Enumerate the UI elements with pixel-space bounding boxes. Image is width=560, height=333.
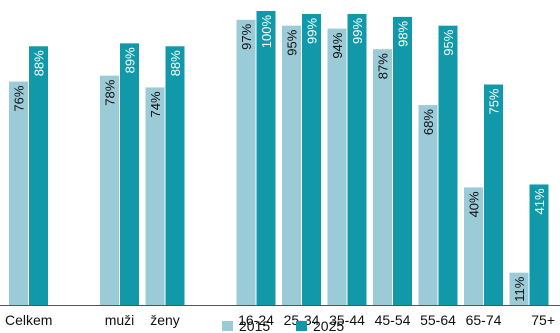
bar-2025-muži <box>120 43 139 306</box>
bar-2025-35-44 <box>347 13 367 305</box>
bar-2015-muži <box>100 75 119 306</box>
data-label-2025-75+: 41% <box>532 188 547 214</box>
data-label-2025-16-24: 100% <box>259 15 274 49</box>
data-label-2015-45-54: 87% <box>376 53 391 79</box>
data-label-2015-25-34: 95% <box>285 29 300 55</box>
data-label-2015-55-64: 68% <box>421 109 436 135</box>
data-label-2015-muži: 78% <box>103 79 118 105</box>
bar-2015-35-44 <box>327 28 347 305</box>
bar-2025-16-24 <box>256 11 276 305</box>
data-label-2025-65-74: 75% <box>487 88 502 114</box>
x-tick-label: muži <box>105 312 135 328</box>
bar-2025-Celkem <box>29 46 48 305</box>
bar-2015-65-74 <box>464 187 483 305</box>
data-labels-layer: 76% 88% 78% 89% 74% 88% 97% 100% 95% 99% 94% 99% 87%… <box>12 15 548 302</box>
x-tick-label: 45-54 <box>375 312 411 328</box>
data-label-2025-ženy: 88% <box>168 50 183 76</box>
x-tick-label: Celkem <box>5 312 52 328</box>
bars-layer <box>9 11 549 306</box>
data-label-2025-Celkem: 88% <box>32 50 47 76</box>
data-label-2015-65-74: 40% <box>467 191 482 217</box>
bar-2025-25-34 <box>302 13 321 305</box>
bar-2025-75+ <box>529 184 549 305</box>
data-label-2025-25-34: 99% <box>305 18 320 44</box>
bar-2015-45-54 <box>373 49 392 305</box>
bar-2015-16-24 <box>236 19 256 305</box>
legend-label-2015: 2015 <box>239 318 270 333</box>
bar-2015-Celkem <box>9 81 28 305</box>
data-label-2015-Celkem: 76% <box>12 85 27 111</box>
bar-2015-ženy <box>145 87 165 305</box>
data-label-2025-muži: 89% <box>123 47 138 73</box>
legend-swatch-2025 <box>296 321 307 331</box>
bar-2015-55-64 <box>418 105 438 305</box>
bar-2025-45-54 <box>393 16 412 305</box>
x-tick-label: 65-74 <box>466 312 502 328</box>
bar-2015-25-34 <box>282 25 301 305</box>
x-tick-label: 35-44 <box>329 312 365 328</box>
data-label-2015-35-44: 94% <box>330 32 345 58</box>
legend-label-2025: 2025 <box>313 318 344 333</box>
x-tick-label: 75+ <box>531 312 555 328</box>
x-tick-label: 25-34 <box>284 312 320 328</box>
data-label-2015-ženy: 74% <box>148 91 163 117</box>
x-tick-labels-layer: Celkem muži ženy 16-24 25-34 35-44 45-54 55-64 6… <box>5 312 555 328</box>
bar-2025-65-74 <box>484 84 503 305</box>
legend: 2015 2025 <box>222 318 344 333</box>
data-label-2025-55-64: 95% <box>441 29 456 55</box>
data-label-2025-45-54: 98% <box>396 20 411 46</box>
x-tick-label: 55-64 <box>420 312 456 328</box>
bar-2025-55-64 <box>438 25 458 305</box>
bar-2015-75+ <box>509 272 529 305</box>
x-tick-label: ženy <box>150 312 180 328</box>
bar-2025-ženy <box>165 46 185 305</box>
x-tick-label: 16-24 <box>238 312 274 328</box>
legend-swatch-2015 <box>222 321 233 331</box>
data-label-2015-16-24: 97% <box>239 23 254 49</box>
data-label-2025-35-44: 99% <box>350 18 365 44</box>
data-label-2015-75+: 11% <box>512 276 527 301</box>
